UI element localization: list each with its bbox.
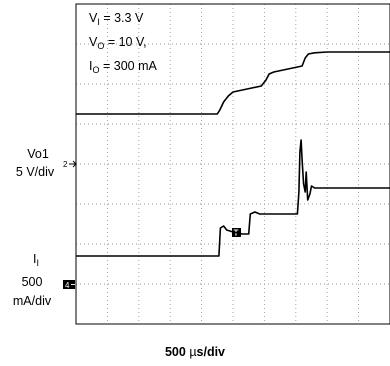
ii-channel-name: II [33, 252, 39, 268]
graticule-grid [76, 4, 390, 324]
annotation-vo: VO = 10 V, [89, 35, 147, 51]
annotation-vi: VI = 3.3 V [89, 11, 144, 27]
ii-channel-scale-unit: mA/div [13, 294, 52, 308]
vo1-channel-name: Vo1 [27, 147, 49, 161]
x-axis-label: 500 µs/div [165, 345, 225, 359]
ch2-marker: 2 [63, 160, 77, 169]
ch4-marker-box [63, 280, 75, 289]
ch2-arrow-icon [69, 160, 77, 168]
vo1-trace [76, 51, 390, 115]
ii-channel-scale-value: 500 [22, 275, 43, 289]
annotation-io: IO = 300 mA [89, 59, 157, 75]
ch2-marker-label: 2 [63, 160, 68, 169]
ch4-marker: 4 [63, 280, 75, 290]
test-conditions: VI = 3.3 V VO = 10 V, IO = 300 mA [89, 11, 157, 75]
vo1-channel-scale: 5 V/div [16, 165, 55, 179]
ii-trace [76, 139, 390, 257]
traces [76, 51, 390, 257]
ch4-marker-label: 4 [65, 281, 70, 290]
